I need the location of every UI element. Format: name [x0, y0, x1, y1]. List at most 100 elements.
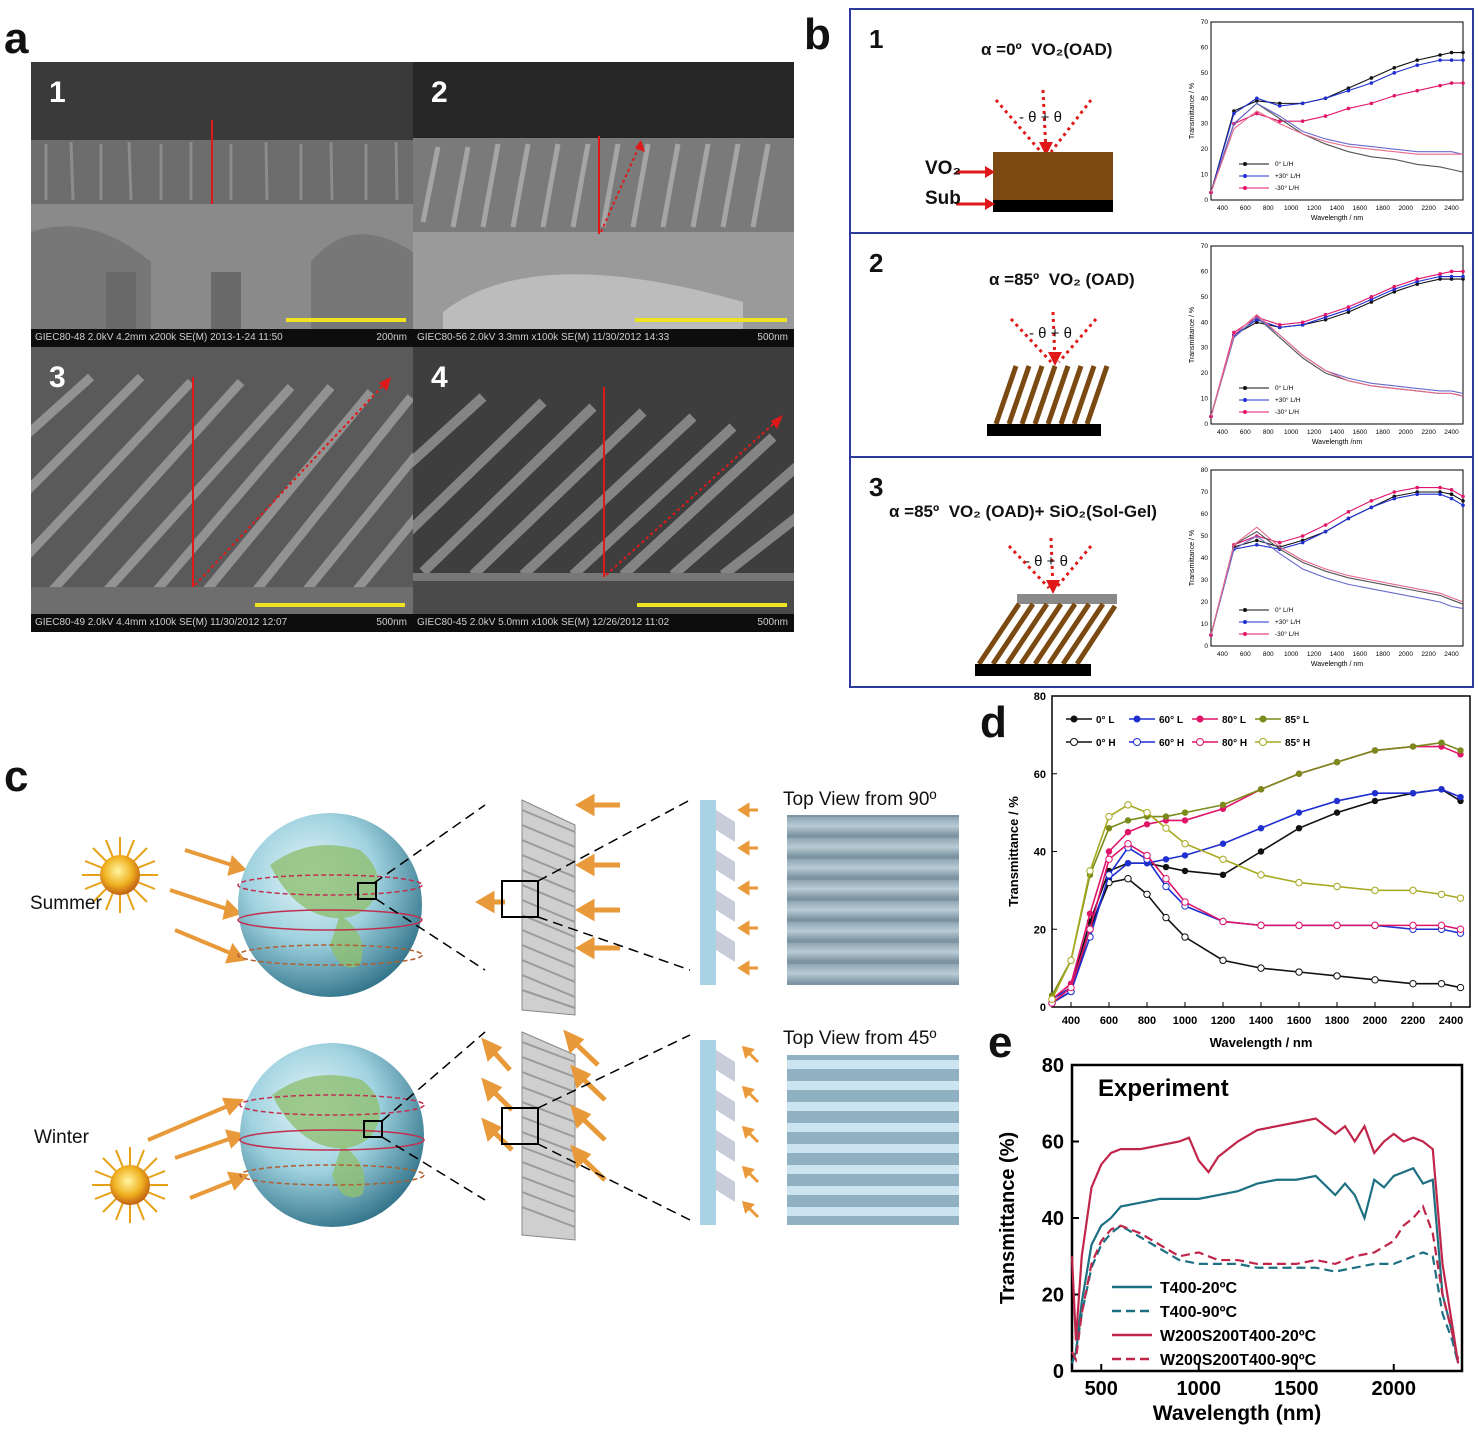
legend-label: W200S200T400-90ºC [1160, 1352, 1317, 1369]
mini-data-point [1255, 320, 1259, 325]
sem-scale-text: 500nm [757, 332, 788, 343]
legend-label: T400-90ºC [1160, 1304, 1237, 1321]
series-line [1051, 877, 1461, 1004]
x-tick-label: 600 [1240, 205, 1251, 212]
mini-data-point [1449, 81, 1454, 85]
mini-data-point [1392, 496, 1397, 501]
row-title: α =85º VO₂ (OAD)+ SiO₂(Sol-Gel) [889, 502, 1157, 522]
sem-image-3-graphic [31, 347, 413, 614]
data-point [1124, 817, 1132, 824]
x-tick-label: 500 [1085, 1378, 1118, 1400]
legend-label: T400-20ºC [1160, 1280, 1237, 1297]
y-tick-label: 0 [1204, 643, 1208, 650]
mini-data-point [1449, 496, 1454, 501]
x-tick-label: 1800 [1376, 429, 1391, 436]
y-tick-label: 80 [1034, 691, 1046, 703]
data-point [1333, 797, 1341, 805]
data-point [1409, 921, 1417, 930]
x-tick-label: 1500 [1274, 1378, 1319, 1400]
mini-data-point [1277, 101, 1282, 106]
mini-legend-marker [1243, 620, 1247, 624]
y-tick-label: 70 [1201, 19, 1209, 26]
mini-data-point [1300, 323, 1305, 327]
data-point [1257, 871, 1265, 879]
mini-data-point [1449, 50, 1454, 55]
mini-data-point [1461, 81, 1465, 85]
data-point [1257, 786, 1265, 793]
mini-data-point [1323, 529, 1328, 534]
data-point [1105, 871, 1113, 879]
mini-legend-label: +30° L/H [1275, 396, 1301, 404]
summer-label: Summer [30, 893, 102, 914]
mini-series-line [1210, 59, 1463, 193]
mini-data-point [1255, 538, 1259, 543]
mini-data-point [1415, 492, 1419, 496]
mini-data-point [1461, 50, 1465, 55]
series-line [1051, 846, 1461, 1004]
data-point [1371, 886, 1379, 895]
data-point [1105, 855, 1113, 863]
mini-data-point [1392, 71, 1397, 75]
sem-meta-text: GIEC80-45 2.0kV 5.0mm x100k SE(M) 12/26/… [417, 617, 670, 628]
sem-image-1: 1 GIEC80-48 2.0kV 4.2mm x200k SE(M) 2013… [31, 62, 413, 347]
vo2-label: VO₂ [925, 158, 961, 179]
mini-data-point [1461, 269, 1465, 274]
panel-b-chart-1: 400 600 800 1000 1200 1400 1600 1800 2000 2200 240… [1189, 19, 1465, 222]
mini-legend-marker [1243, 398, 1247, 402]
chart-title: Experiment [1098, 1075, 1229, 1102]
mini-data-point [1300, 101, 1305, 106]
mini-data-point [1255, 111, 1259, 116]
material-label: VO₂ (OAD) [1048, 270, 1135, 289]
data-point [1105, 848, 1113, 855]
data-point [1438, 786, 1445, 793]
data-point [1143, 808, 1151, 817]
row-title: α =85º VO₂ (OAD) [989, 270, 1135, 290]
mini-plot-frame [1210, 21, 1464, 201]
y-tick-label: 10 [1201, 172, 1209, 179]
y-tick-label: 0 [1040, 1002, 1046, 1014]
y-axis-label: Transmittance / % [1189, 307, 1196, 363]
y-axis-label: Transmittance (%) [997, 1132, 1019, 1304]
glass-zoom-summer [700, 800, 758, 985]
y-axis-label: Transmittance / % [1006, 796, 1021, 907]
legend-label: 60° H [1159, 738, 1184, 749]
mini-data-point [1232, 330, 1236, 335]
mini-legend-label: 0° L/H [1275, 606, 1293, 614]
mini-data-point [1346, 310, 1351, 314]
mini-data-point [1300, 119, 1305, 123]
mini-data-point [1277, 104, 1282, 108]
mini-data-point [1415, 282, 1419, 286]
x-axis-label: Wavelength (nm) [1153, 1402, 1321, 1425]
mini-data-point [1369, 297, 1374, 302]
sem-image-2-metadata: GIEC80-56 2.0kV 3.3mm x100k SE(M) 11/30/… [413, 329, 794, 347]
data-point [1086, 867, 1094, 875]
x-tick-label: 1000 [1173, 1015, 1197, 1027]
y-tick-label: 50 [1201, 294, 1209, 301]
y-tick-label: 30 [1201, 121, 1209, 128]
data-point [1124, 840, 1132, 848]
data-point [1457, 793, 1464, 801]
mini-data-point [1277, 323, 1282, 327]
mini-data-point [1392, 287, 1397, 292]
x-tick-label: 2000 [1398, 205, 1413, 212]
x-tick-label: 600 [1240, 429, 1251, 436]
sun-icon [82, 837, 158, 913]
top-view-90-image [787, 815, 959, 985]
globe-icon [239, 1043, 425, 1227]
mini-data-point [1255, 96, 1259, 101]
row-number: 1 [869, 24, 884, 54]
mini-data-point [1415, 63, 1419, 68]
panel-label-d: d [980, 698, 1007, 747]
mini-data-point [1438, 277, 1442, 281]
y-tick-label: 40 [1201, 95, 1209, 102]
sem-scale-text: 200nm [376, 332, 407, 343]
mini-data-point [1392, 284, 1397, 289]
series-line-W200S200T400-90-C [1071, 1204, 1460, 1364]
x-axis-label: Wavelength / nm [1311, 215, 1363, 222]
x-tick-label: 1000 [1177, 1378, 1222, 1400]
data-point [1162, 863, 1170, 871]
sem-image-3-metadata: GIEC80-49 2.0kV 4.4mm x100k SE(M) 11/30/… [31, 614, 413, 632]
x-tick-label: 1200 [1307, 205, 1322, 212]
mini-data-point [1323, 114, 1328, 118]
data-point [1219, 855, 1227, 863]
